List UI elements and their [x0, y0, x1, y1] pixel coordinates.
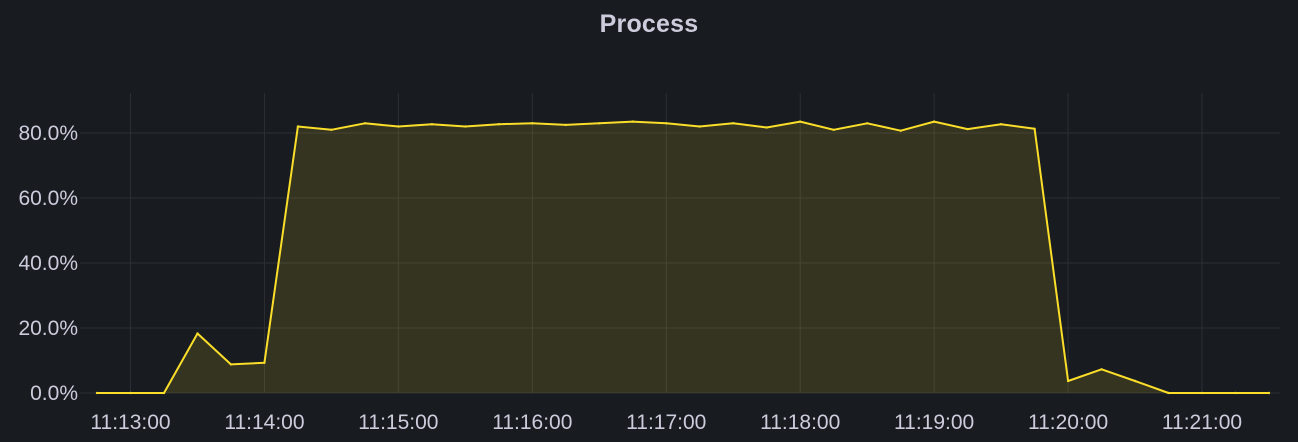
y-tick-label: 60.0% — [18, 187, 78, 210]
series-points — [95, 120, 1271, 395]
y-tick-label: 0.0% — [30, 382, 78, 405]
y-tick-label: 20.0% — [18, 317, 78, 340]
x-tick-label: 11:16:00 — [492, 411, 572, 434]
data-point — [665, 122, 668, 125]
data-point — [129, 391, 132, 395]
data-point — [531, 122, 534, 125]
data-point — [464, 125, 467, 128]
data-point — [698, 125, 701, 128]
y-tick-label: 80.0% — [18, 122, 78, 145]
panel-title: Process — [599, 10, 699, 38]
data-point — [1267, 391, 1271, 395]
data-point — [162, 391, 166, 395]
x-tick-label: 11:14:00 — [224, 411, 304, 434]
data-point — [564, 123, 567, 127]
data-point — [196, 332, 199, 335]
data-point — [932, 120, 936, 123]
data-point — [1066, 379, 1070, 383]
data-point — [263, 361, 266, 364]
data-point — [866, 122, 869, 125]
data-point — [999, 123, 1003, 126]
data-point — [631, 120, 634, 123]
x-tick-label: 11:19:00 — [894, 411, 974, 434]
data-point — [832, 128, 835, 131]
data-point — [497, 123, 500, 126]
data-point — [296, 125, 300, 128]
data-point — [1133, 379, 1137, 383]
data-point — [229, 363, 233, 366]
x-tick-label: 11:21:00 — [1162, 411, 1242, 434]
data-point — [1200, 391, 1204, 395]
data-point — [598, 122, 601, 125]
data-point — [363, 122, 367, 125]
data-point — [397, 125, 400, 128]
x-tick-label: 11:20:00 — [1028, 411, 1108, 434]
data-point — [1167, 391, 1170, 395]
x-tick-label: 11:13:00 — [90, 411, 170, 434]
data-point — [799, 120, 802, 123]
y-tick-label: 40.0% — [18, 252, 78, 275]
x-tick-label: 11:17:00 — [626, 411, 706, 434]
series-area — [97, 121, 1269, 393]
data-point — [732, 122, 735, 125]
data-point — [1100, 368, 1103, 371]
x-tick-label: 11:18:00 — [760, 411, 840, 434]
data-point — [765, 126, 768, 129]
data-point — [899, 129, 902, 132]
data-point — [966, 127, 969, 131]
data-point — [330, 128, 333, 131]
grid — [80, 93, 1280, 394]
data-point — [430, 123, 434, 126]
x-tick-label: 11:15:00 — [358, 411, 438, 434]
series-line — [96, 120, 1270, 394]
data-point — [1234, 391, 1237, 395]
data-point — [1033, 127, 1036, 130]
data-point — [95, 391, 99, 395]
